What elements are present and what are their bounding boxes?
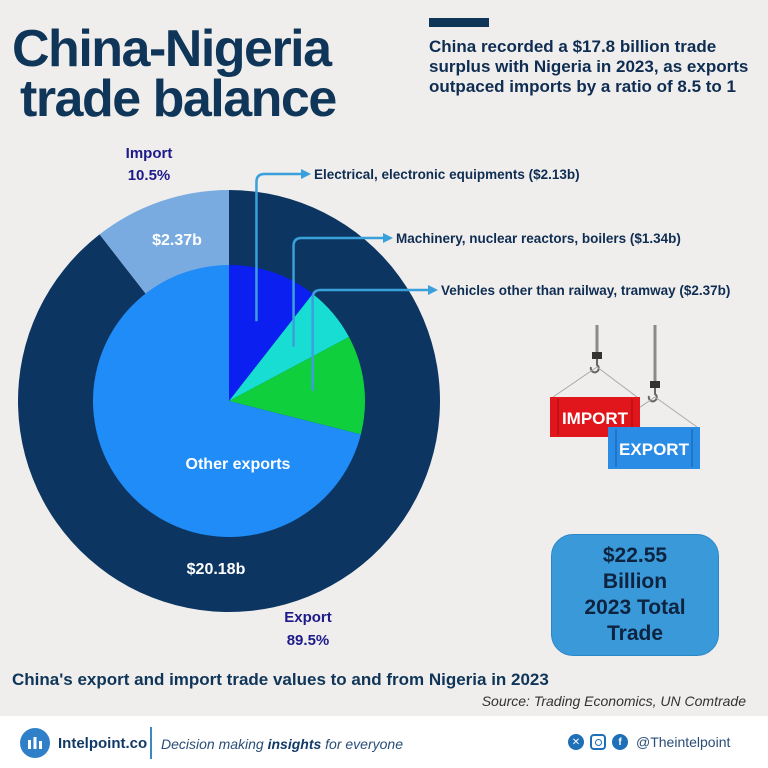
callout-label-3: Vehicles other than railway, tramway ($2… [441,283,730,298]
title-line-1: China-Nigeria [12,20,332,78]
export-breakdown [92,265,365,537]
source-note: Source: Trading Economics, UN Comtrade [481,693,746,709]
chart-caption: China's export and import trade values t… [12,670,549,689]
import-container-label: IMPORT [562,409,629,428]
tagline-pre: Decision making [161,736,268,752]
instagram-icon[interactable] [590,734,606,750]
social-handle[interactable]: @Theintelpoint [636,734,731,750]
brand-logo-icon [20,728,50,758]
inner-slice-2 [229,293,349,401]
total-unit: Billion [602,570,668,593]
callout-label-2: Machinery, nuclear reactors, boilers ($1… [396,231,681,246]
callout-label-1: Electrical, electronic equipments ($2.13… [314,167,580,182]
import-export-containers: IMPORT EXPORT [550,325,700,469]
brand-name: Intelpoint.co [58,734,148,752]
total-label-1: 2023 Total [584,596,686,619]
footer: Intelpoint.co Decision making insights f… [0,716,768,768]
other-exports-label: Other exports [186,456,291,473]
export-share-label: 89.5% [287,632,330,649]
total-trade-box: $22.55 Billion 2023 Total Trade [551,534,719,656]
brand[interactable]: Intelpoint.co [20,728,147,758]
import-share-label: 10.5% [128,167,171,184]
import-name-label: Import [126,145,173,162]
callout-arrowhead-1 [301,169,311,179]
inner-slice-1 [229,265,313,401]
callouts [255,169,438,391]
x-icon[interactable]: ✕ [568,734,584,750]
total-value: $22.55 [602,544,668,567]
chart-labels: Electrical, electronic equipments ($2.13… [126,145,731,649]
footer-divider [150,727,152,759]
subtitle-accent-bar [429,18,489,27]
export-container: EXPORT [608,427,700,469]
import-value-label: $2.37b [152,232,202,249]
export-container-label: EXPORT [619,440,690,459]
chart-title: China-Nigeria trade balance [12,20,337,128]
social-links: ✕ f @Theintelpoint [568,734,730,750]
callout-arrowhead-2 [383,233,393,243]
trade-pie-chart: Electrical, electronic equipments ($2.13… [17,145,731,649]
callout-arrowhead-3 [428,285,438,295]
callout-line-3 [311,288,429,391]
export-name-label: Export [284,609,332,626]
tagline-bold: insights [267,736,322,752]
callout-line-1 [255,172,302,322]
facebook-icon[interactable]: f [612,734,628,750]
title-line-2: trade balance [20,70,337,128]
export-value-label: $20.18b [187,561,246,578]
tagline: Decision making insights for everyone [161,736,403,752]
inner-slice-4 [92,265,361,537]
import-container: IMPORT [550,397,640,437]
tagline-post: for everyone [321,736,403,752]
total-label-2: Trade [606,622,664,645]
callout-line-2 [292,236,384,347]
chart-subtitle: China recorded a $17.8 billion trade sur… [429,37,749,96]
inner-slice-3 [229,336,365,435]
